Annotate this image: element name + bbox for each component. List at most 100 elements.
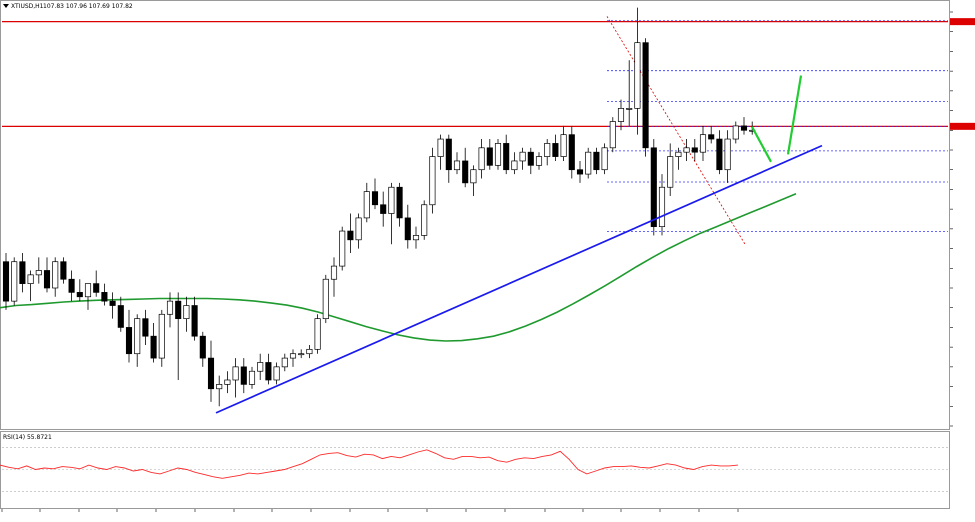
candle-body [2,261,10,302]
candle-body [273,366,280,381]
candle-88 [724,130,731,183]
candle-8 [68,270,75,302]
candle-28 [232,358,239,398]
candle-9 [76,279,83,302]
candle-39 [322,274,329,324]
candle-6 [52,257,59,297]
candle-49 [404,204,411,249]
candle-36 [298,349,305,359]
resistance-lines [2,20,948,127]
candle-body [642,42,649,149]
candle-body [732,125,739,140]
candle-body [462,160,469,184]
trendline-group[interactable] [215,144,823,414]
candle-body [248,370,256,385]
candle-41 [339,226,346,271]
candle-52 [429,147,436,214]
candle-26 [216,375,223,407]
candle-body [535,156,543,166]
candle-body [494,143,502,166]
candle-72 [593,147,600,175]
candle-18 [150,323,157,363]
candle-62 [511,152,518,175]
candle-body [158,313,165,359]
candle-body [650,147,657,228]
candle-body [626,108,633,110]
candle-body [371,191,379,206]
candle-body [552,143,559,157]
candle-4 [35,257,42,284]
candle-68 [560,125,567,161]
candle-body [216,384,223,390]
candle-32 [265,353,272,385]
candle-body [634,42,641,109]
candle-body [339,230,346,267]
candle-59 [486,139,493,170]
candle-56 [462,147,469,188]
candle-body [35,270,42,276]
price-axis [950,11,953,427]
candle-body [675,151,682,157]
candle-86 [708,125,715,144]
candle-22 [183,296,190,332]
moving-average-line [0,193,797,342]
candle-23 [191,296,198,341]
candle-body [609,121,616,149]
candle-body [560,134,567,157]
candle-11 [93,270,100,297]
candle-body [224,379,231,385]
candle-body [191,305,198,337]
candle-body [142,318,149,337]
candle-40 [330,257,338,297]
dropdown-triangle-icon[interactable] [3,4,9,8]
projection-arrows [751,75,803,163]
candle-body [519,151,526,162]
candle-51 [421,200,428,240]
candle-body [527,151,534,166]
candle-body [511,160,518,171]
candle-87 [716,130,723,175]
candle-body [52,261,59,289]
candle-81 [667,143,674,196]
candle-2 [19,252,26,293]
level-tag-bg-1 [950,122,975,130]
candle-body [322,278,329,320]
candle-body [601,147,608,171]
candle-body [117,305,124,328]
rsi-line [0,449,739,479]
candle-58 [478,139,485,179]
candle-body [388,186,395,214]
candle-body [667,156,674,188]
candle-69 [568,125,575,179]
candle-body [257,362,264,372]
candle-74 [609,117,616,153]
candle-body [199,335,206,359]
candle-5 [43,257,51,293]
candle-body [486,147,493,166]
candle-42 [347,213,354,253]
candle-body [306,348,313,355]
candle-82 [675,147,682,170]
candle-body [699,134,707,153]
candle-body [298,353,305,356]
candle-63 [519,147,526,170]
candle-body [11,261,18,302]
candle-61 [503,134,510,175]
candle-34 [281,353,288,372]
candle-body [330,265,338,280]
candle-body [84,283,92,298]
candle-body [585,151,592,175]
candle-body [76,292,83,298]
candle-body [281,357,288,368]
candle-84 [691,139,698,161]
fibonacci-retracement[interactable] [606,16,948,245]
candle-body [314,318,321,350]
candle-body [93,283,100,293]
candle-25 [207,340,215,402]
candle-body [617,108,625,122]
candle-73 [601,143,608,175]
candle-body [453,160,461,171]
candle-body [289,353,297,359]
candle-body [150,335,157,359]
